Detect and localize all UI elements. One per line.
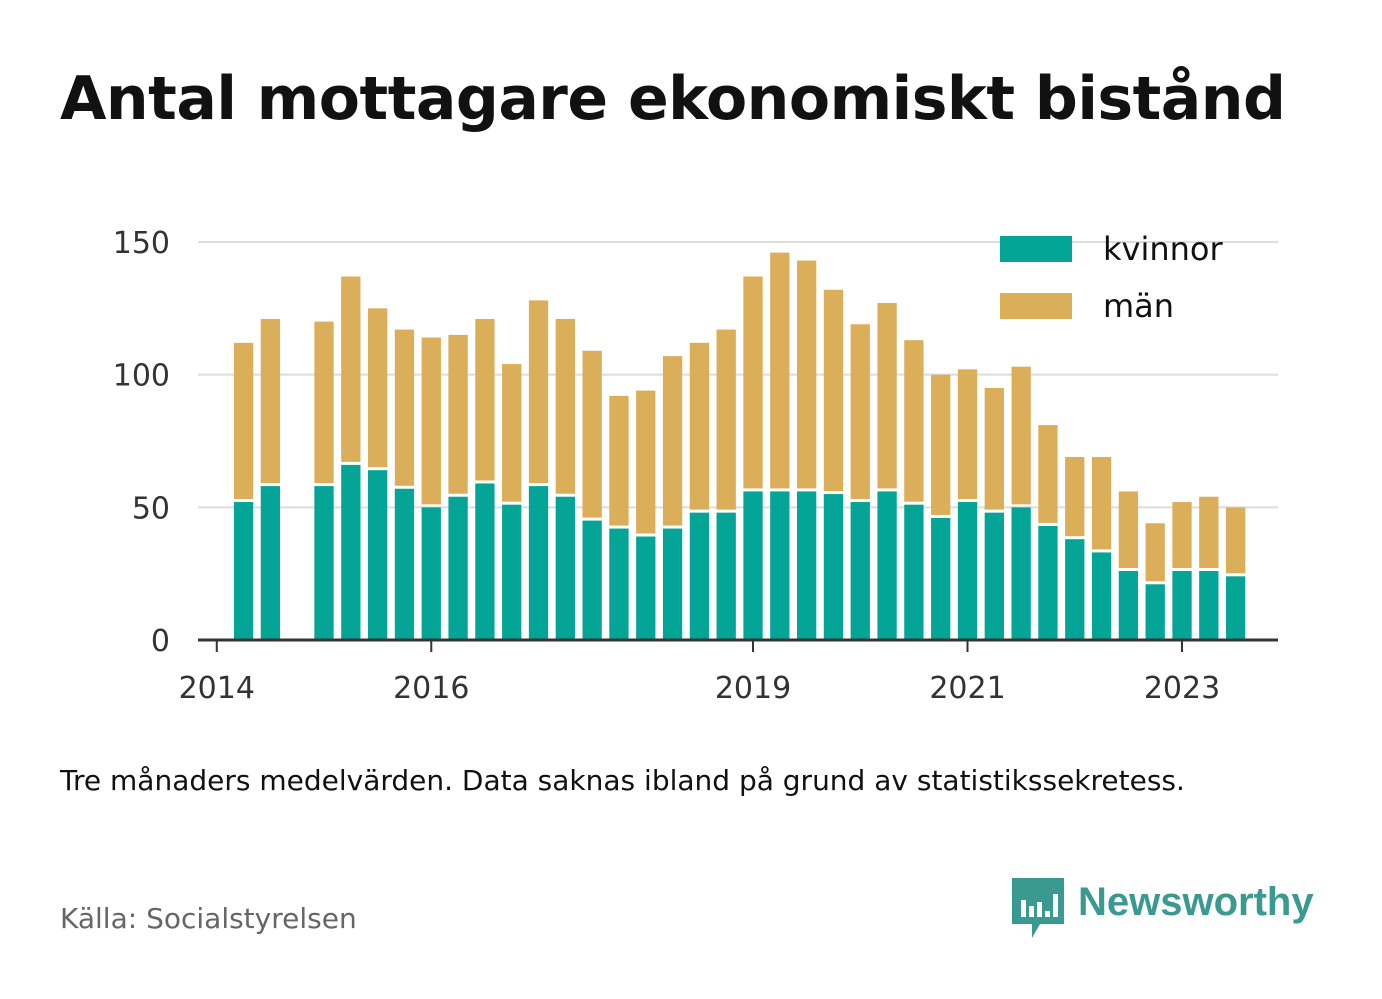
bar-kvinnor — [796, 491, 817, 640]
bar-man — [716, 329, 736, 510]
bar-man — [394, 329, 415, 486]
x-tick-label: 2023 — [1144, 671, 1220, 706]
bar-kvinnor — [233, 502, 254, 640]
brand-name: Newsworthy — [1078, 880, 1314, 924]
bar-man — [743, 276, 763, 489]
bar-man — [367, 308, 388, 468]
bar-kvinnor — [260, 486, 281, 640]
x-tick-label: 2014 — [179, 671, 255, 706]
bar-man — [904, 340, 924, 502]
bar-man — [582, 350, 602, 518]
bar-kvinnor — [1118, 571, 1139, 640]
bar-man — [1199, 496, 1219, 569]
x-tick-label: 2019 — [715, 671, 791, 706]
bar-man — [609, 395, 629, 526]
bar-kvinnor — [448, 496, 468, 640]
bar-kvinnor — [555, 496, 575, 640]
bar-man — [1038, 425, 1058, 523]
bar-man — [502, 364, 522, 502]
bar-kvinnor — [502, 504, 522, 640]
bar-man — [1172, 502, 1192, 569]
newsworthy-logo-icon — [1012, 878, 1064, 938]
bar-man — [528, 300, 549, 484]
bar-kvinnor — [689, 512, 710, 640]
bar-kvinnor — [1011, 507, 1031, 640]
bar-man — [689, 342, 710, 510]
bar-kvinnor — [877, 491, 897, 640]
legend-swatch-1 — [1000, 293, 1072, 319]
chart-title: Antal mottagare ekonomiskt bistånd — [60, 64, 1286, 134]
bar-man — [1118, 491, 1139, 569]
x-tick-label: 2021 — [929, 671, 1005, 706]
bar-kvinnor — [931, 517, 951, 640]
bar-kvinnor — [341, 464, 361, 640]
bar-kvinnor — [421, 507, 441, 640]
bar-man — [260, 318, 281, 484]
y-tick-label: 100 — [113, 359, 170, 394]
bar-man — [1091, 456, 1112, 550]
bar-kvinnor — [636, 536, 656, 640]
bar-kvinnor — [1091, 552, 1112, 640]
brand-logo[interactable]: Newsworthy — [1012, 878, 1314, 940]
legend-label-1: män — [1103, 287, 1174, 325]
legend-label-0: kvinnor — [1103, 230, 1224, 268]
legend-swatch-0 — [1000, 236, 1072, 262]
y-tick-label: 0 — [151, 624, 170, 659]
bar-man — [1065, 456, 1085, 537]
bar-chart: 0 50 100 150 2014 2016 2019 2021 2023 kvinnor män — [113, 226, 1278, 706]
bar-kvinnor — [823, 494, 844, 640]
bar-man — [475, 318, 495, 481]
bar-man — [823, 289, 844, 492]
chart-note: Tre månaders medelvärden. Data saknas ib… — [60, 764, 1185, 797]
bar-kvinnor — [582, 520, 602, 640]
bar-kvinnor — [1172, 571, 1192, 640]
bar-kvinnor — [1065, 539, 1085, 640]
bar-kvinnor — [984, 512, 1004, 640]
bar-kvinnor — [609, 528, 629, 640]
bar-man — [421, 337, 441, 505]
bar-kvinnor — [957, 502, 978, 640]
x-tick-label: 2016 — [393, 671, 469, 706]
bar-kvinnor — [394, 488, 415, 640]
bar-kvinnor — [904, 504, 924, 640]
bar-man — [341, 276, 361, 462]
bar-man — [636, 390, 656, 534]
bar-kvinnor — [850, 502, 870, 640]
bar-man — [877, 303, 897, 489]
y-tick-label: 150 — [113, 226, 170, 261]
legend: kvinnor män — [1000, 230, 1224, 325]
bar-man — [233, 342, 254, 500]
bar-man — [314, 321, 334, 484]
bar-kvinnor — [770, 491, 790, 640]
bar-kvinnor — [475, 483, 495, 640]
bar-man — [555, 318, 575, 494]
bar-kvinnor — [367, 470, 388, 640]
source-label: Källa: Socialstyrelsen — [60, 902, 357, 935]
bar-kvinnor — [1145, 584, 1165, 640]
bar-man — [984, 387, 1004, 510]
bar-man — [931, 374, 951, 515]
bar-kvinnor — [528, 486, 549, 640]
bar-kvinnor — [662, 528, 683, 640]
bar-man — [796, 260, 817, 489]
bar-man — [662, 356, 683, 526]
bar-man — [448, 334, 468, 494]
bar-kvinnor — [716, 512, 736, 640]
y-tick-label: 50 — [132, 491, 170, 526]
bar-kvinnor — [743, 491, 763, 640]
bar-kvinnor — [1038, 525, 1058, 640]
bar-kvinnor — [1225, 576, 1246, 640]
bars — [233, 252, 1246, 640]
bar-man — [1145, 523, 1165, 582]
bar-kvinnor — [314, 486, 334, 640]
axes: 0 50 100 150 2014 2016 2019 2021 2023 — [113, 226, 1278, 706]
bar-kvinnor — [1199, 571, 1219, 640]
bar-man — [1011, 366, 1031, 505]
bar-man — [770, 252, 790, 489]
bar-man — [957, 369, 978, 500]
bar-man — [1225, 507, 1246, 574]
bar-man — [850, 324, 870, 500]
